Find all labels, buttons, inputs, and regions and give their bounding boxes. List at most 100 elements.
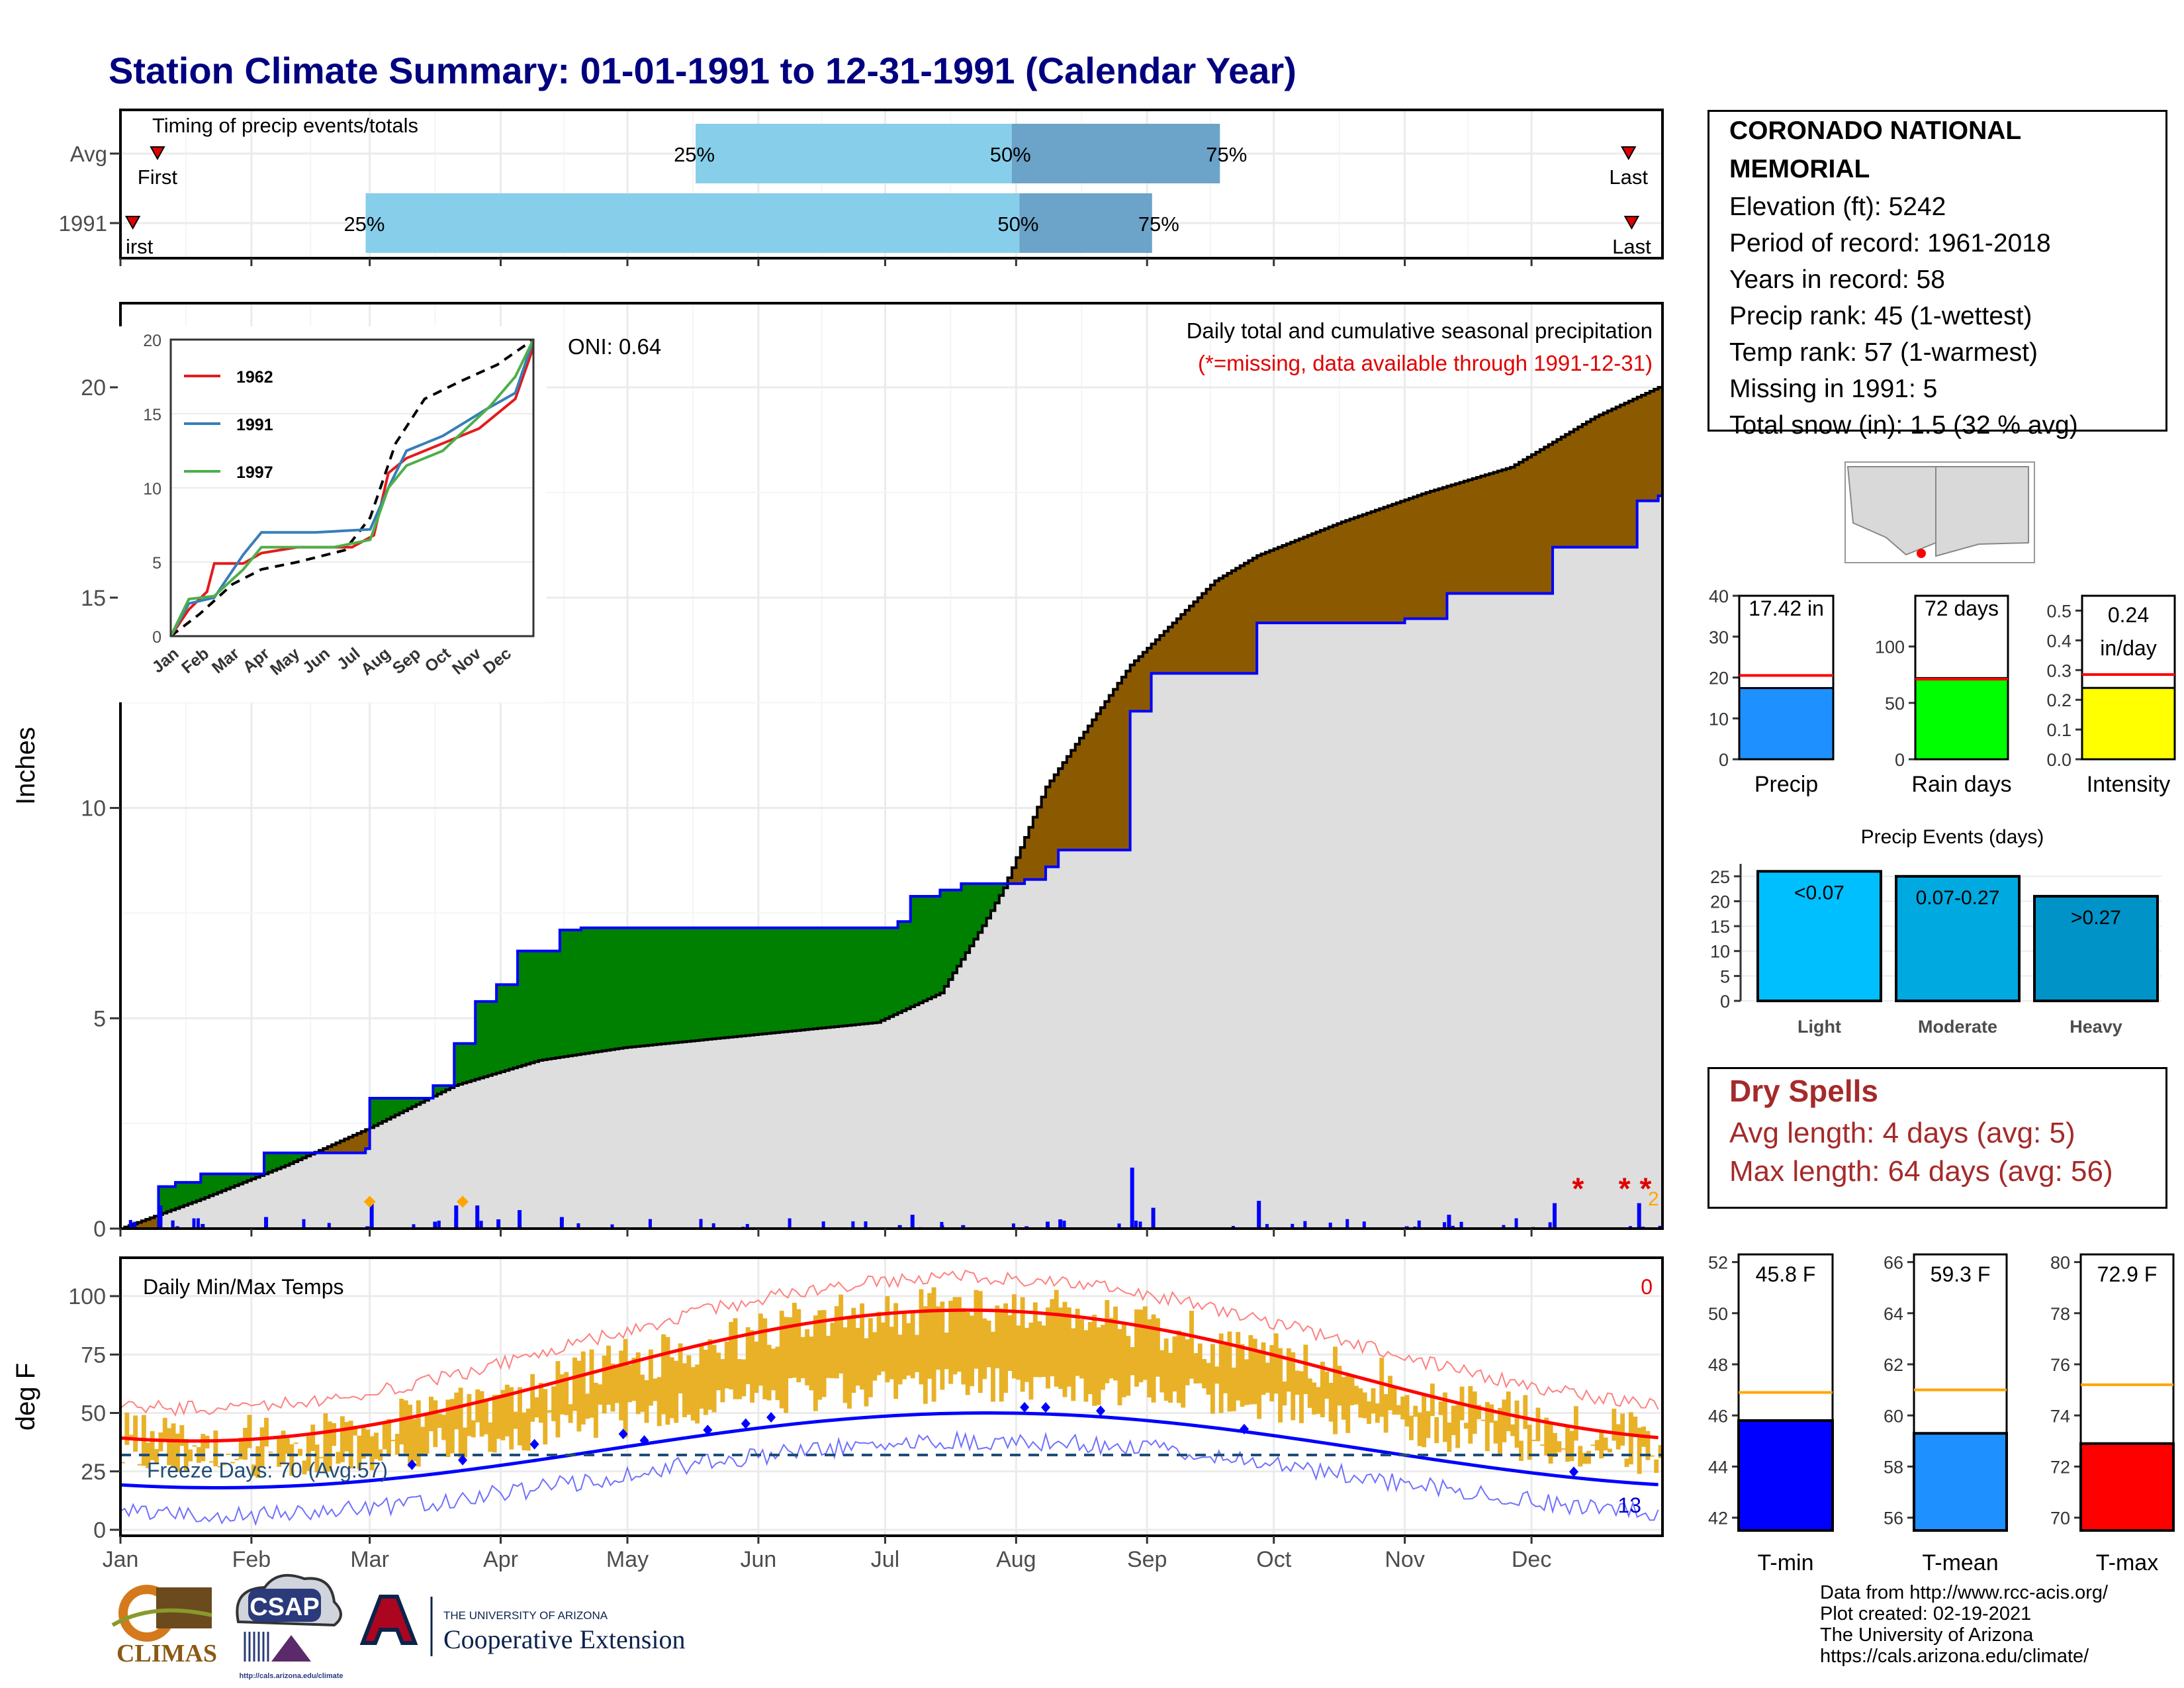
anomaly-segment (961, 883, 966, 960)
daily-temp-bar (289, 1444, 295, 1476)
daily-temp-bar (167, 1428, 172, 1466)
anomaly-segment (978, 883, 983, 933)
daily-temp-bar (1594, 1440, 1600, 1451)
record-low-marker (1020, 1401, 1030, 1413)
daily-temp-bar (382, 1421, 387, 1450)
station-name: CORONADO NATIONAL MEMORIAL (1729, 117, 2021, 183)
anomaly-segment (699, 927, 704, 1041)
anomaly-segment (1155, 639, 1161, 674)
anomaly-segment (483, 1001, 489, 1077)
avg-cumulative-line (120, 386, 1662, 1230)
row-label: 1991 (59, 211, 107, 236)
anomaly-segment (1358, 516, 1363, 623)
anomaly-segment (906, 921, 911, 1009)
daily-temp-bar (403, 1400, 408, 1454)
anomaly-segment (1527, 457, 1532, 594)
record-low-marker (1240, 1423, 1250, 1434)
daily-temp-bar (906, 1323, 911, 1376)
anomaly-segment (915, 896, 920, 1005)
anomaly-segment (821, 927, 827, 1028)
timing-bar-25-50 (365, 193, 1020, 253)
value-bar (2081, 686, 2176, 761)
anomaly-segment (1400, 501, 1406, 623)
daily-precip-bar (412, 1224, 416, 1229)
anomaly-segment (754, 927, 759, 1035)
record-low-marker (703, 1425, 713, 1436)
daily-temp-bar (1484, 1401, 1490, 1452)
anomaly-segment (394, 1098, 400, 1115)
daily-temp-bar (1189, 1311, 1194, 1379)
anomaly-segment (580, 927, 586, 1055)
anomaly-segment (137, 1222, 142, 1229)
daily-temp-bar (1430, 1383, 1435, 1417)
anomaly-segment (408, 1098, 413, 1109)
daily-temp-bar (1426, 1411, 1431, 1438)
y-tick-label: 48 (1708, 1355, 1728, 1375)
anomaly-segment (420, 1098, 426, 1103)
daily-temp-bar (1100, 1325, 1105, 1390)
timing-title: Timing of precip events/totals (152, 114, 418, 137)
anomaly-segment (1113, 689, 1118, 851)
inset-y-tick: 20 (143, 332, 161, 350)
y-tick-label: 15 (81, 586, 106, 611)
daily-precip-bar (897, 1225, 902, 1229)
anomaly-segment (1100, 707, 1106, 851)
daily-temp-bar (1383, 1394, 1388, 1433)
anomaly-segment (720, 927, 725, 1039)
daily-temp-bar (606, 1345, 611, 1405)
daily-temp-bar (1087, 1322, 1093, 1395)
daily-temp-bar (416, 1400, 421, 1467)
daily-temp-bar (800, 1336, 805, 1379)
month-label: Dec (1512, 1547, 1551, 1572)
anomaly-segment (1498, 471, 1503, 594)
anomaly-segment (868, 927, 874, 1023)
anomaly-segment (1586, 422, 1592, 547)
anomaly-segment (1160, 635, 1165, 674)
first-label: First (138, 165, 178, 189)
inset-year-line (169, 339, 535, 637)
anomaly-segment (758, 927, 764, 1035)
daily-precip-bar (1328, 1222, 1332, 1229)
anomaly-segment (830, 927, 835, 1027)
anomaly-segment (293, 1152, 298, 1162)
y-tick-label: 0 (1895, 750, 1905, 770)
anomaly-segment (631, 927, 637, 1047)
anomaly-segment (648, 927, 654, 1045)
daily-temp-bar (226, 1454, 231, 1456)
daily-temp-bar (475, 1389, 480, 1423)
anomaly-segment (154, 1216, 159, 1229)
anomaly-segment (1573, 429, 1579, 547)
daily-precip-bar (496, 1219, 501, 1229)
daily-precip-bar (788, 1218, 792, 1229)
daily-temp-bar (154, 1449, 159, 1465)
daily-temp-bar (1527, 1425, 1532, 1460)
bar-label: Precip (1754, 772, 1818, 797)
daily-precip-bar (454, 1218, 458, 1229)
daily-temp-bar (661, 1334, 666, 1415)
missing-count: 2 (1648, 1188, 1659, 1210)
y-tick-label: 56 (1884, 1509, 1903, 1528)
daily-precip-bar (961, 1225, 966, 1229)
anomaly-segment (1430, 491, 1435, 619)
anomaly-segment (1451, 485, 1457, 594)
anomaly-segment (433, 1085, 438, 1096)
daily-temp-bar (217, 1466, 222, 1468)
daily-temp-bar (467, 1393, 472, 1436)
anomaly-segment (593, 927, 599, 1053)
daily-temp-bar (1608, 1448, 1612, 1453)
daily-temp-bar (171, 1423, 176, 1468)
daily-temp-bar (538, 1382, 543, 1423)
daily-temp-bar (1612, 1409, 1617, 1441)
daily-temp-bar (788, 1317, 793, 1379)
record-low-marker (741, 1418, 751, 1429)
daily-temp-bar (1658, 1444, 1663, 1458)
daily-temp-bar (1218, 1333, 1224, 1413)
anomaly-segment (1649, 391, 1655, 501)
daily-precip-bar (1117, 1223, 1121, 1229)
anomaly-segment (1493, 472, 1498, 594)
anomaly-segment (893, 927, 899, 1015)
daily-temp-bar (716, 1352, 721, 1391)
daily-temp-bar (314, 1444, 320, 1473)
daily-temp-bar (1240, 1344, 1245, 1407)
daily-temp-bar (1498, 1407, 1502, 1455)
